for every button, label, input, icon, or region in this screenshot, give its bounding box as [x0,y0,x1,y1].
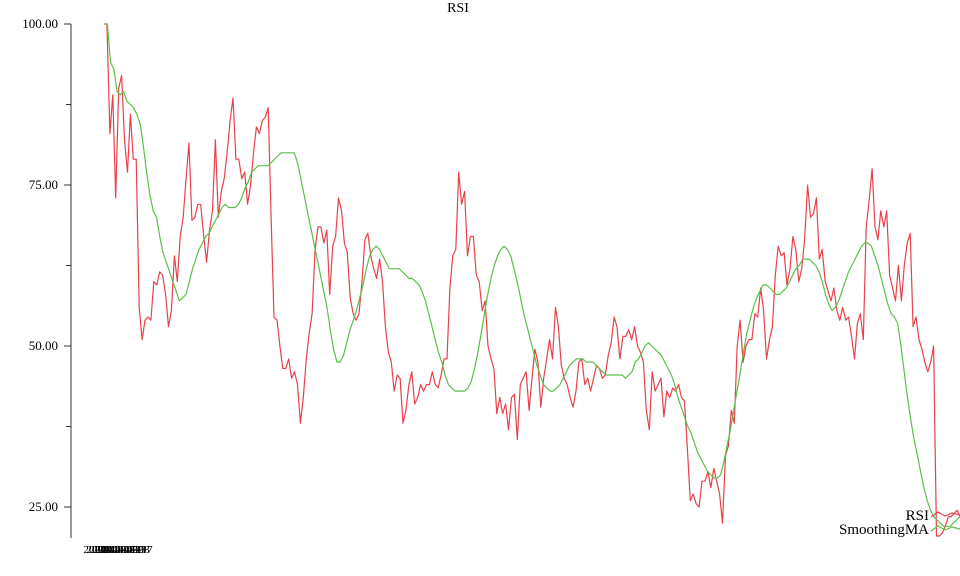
legend-label: RSI [906,508,929,524]
x-tick-label: 2024-04-19 [95,544,147,556]
x-tick-label: 2024-03-22 [89,544,140,556]
x-tick-label: 2024-03-08 [86,544,138,556]
chart-title: RSI [447,1,469,16]
legend-label: SmoothingMA [839,522,929,538]
y-tick-label: 25.00 [29,499,58,514]
series-line-rsi [104,23,960,537]
x-tick-label: 2024-04-05 [92,544,144,556]
series-layer [104,23,960,537]
y-tick-label: 75.00 [29,177,58,192]
y-tick-label: 50.00 [29,338,58,353]
x-tick-label: 2024-05-03 [98,544,150,556]
x-tick-label: 2024-05-17 [101,544,153,556]
legend-swatch [930,511,960,518]
legend-swatch [930,525,960,532]
y-axis-ticks: 25.00 50.00 75.00 100.00 [22,16,71,514]
y-tick-label: 100.00 [22,16,58,31]
series-line-smoothingma [104,23,960,527]
x-axis-ticks: 2024-02-232024-03-082024-03-222024-04-05… [83,544,153,556]
x-tick-label: 2024-02-23 [83,544,135,556]
